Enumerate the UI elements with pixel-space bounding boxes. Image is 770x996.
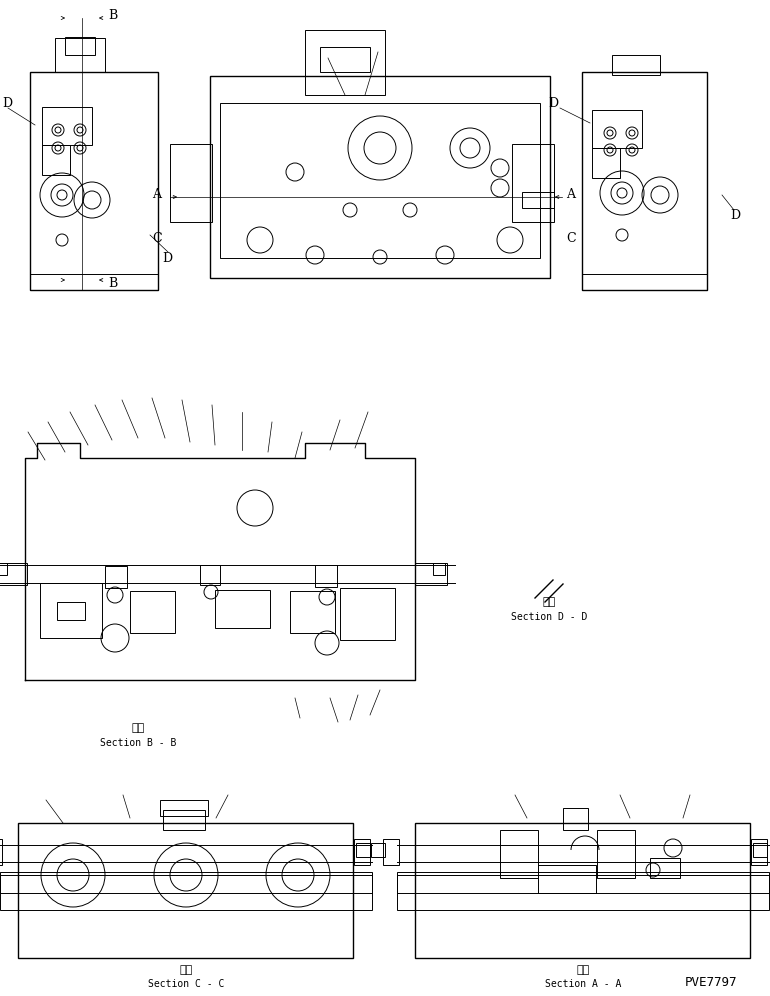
Bar xyxy=(30,274,158,290)
Bar xyxy=(220,103,540,258)
Bar xyxy=(210,76,550,278)
Bar xyxy=(0,872,372,910)
Text: 断面: 断面 xyxy=(577,965,590,975)
Text: Section C - C: Section C - C xyxy=(148,979,224,989)
Text: D: D xyxy=(2,97,12,110)
Bar xyxy=(415,823,750,958)
Text: D: D xyxy=(162,252,172,265)
Text: 断面: 断面 xyxy=(179,965,192,975)
Text: 断面: 断面 xyxy=(542,597,556,607)
Text: D: D xyxy=(730,208,740,221)
Bar xyxy=(522,192,554,208)
Bar xyxy=(105,566,127,588)
Bar xyxy=(371,843,385,857)
Text: Section B - B: Section B - B xyxy=(100,738,176,748)
Text: A: A xyxy=(152,187,161,200)
Bar xyxy=(582,274,707,290)
Bar xyxy=(30,72,158,290)
Bar xyxy=(130,591,175,633)
Bar xyxy=(612,55,660,75)
Bar xyxy=(383,839,399,865)
Bar xyxy=(65,37,95,55)
Bar xyxy=(397,872,769,910)
Bar xyxy=(397,875,769,893)
Bar xyxy=(42,107,92,145)
Text: Section A - A: Section A - A xyxy=(545,979,621,989)
Bar xyxy=(500,830,538,878)
Bar xyxy=(290,591,335,633)
Bar xyxy=(340,588,395,640)
Bar xyxy=(354,839,370,865)
Bar xyxy=(55,38,105,72)
Bar xyxy=(18,823,353,958)
Bar xyxy=(650,858,680,878)
Text: 断面: 断面 xyxy=(132,723,145,733)
Bar xyxy=(57,602,85,620)
Bar xyxy=(305,30,385,95)
Bar xyxy=(592,110,642,148)
Text: C: C xyxy=(152,231,162,244)
Bar xyxy=(0,563,7,575)
Text: B: B xyxy=(108,9,117,22)
Bar xyxy=(0,875,372,893)
Bar xyxy=(215,590,270,628)
Bar xyxy=(42,145,70,175)
Bar xyxy=(170,144,212,222)
Bar xyxy=(563,808,588,830)
Text: B: B xyxy=(108,277,117,290)
Bar xyxy=(160,800,208,816)
Bar xyxy=(433,563,445,575)
Bar xyxy=(356,843,370,857)
Bar xyxy=(320,47,370,72)
Bar xyxy=(163,810,205,830)
Bar xyxy=(200,565,220,585)
Text: PVE7797: PVE7797 xyxy=(685,975,738,988)
Bar xyxy=(753,843,767,857)
Bar xyxy=(538,865,596,893)
Text: C: C xyxy=(566,231,576,244)
Text: Section D - D: Section D - D xyxy=(511,612,588,622)
Text: A: A xyxy=(566,187,575,200)
Bar xyxy=(592,148,620,178)
Bar xyxy=(582,72,707,290)
Bar xyxy=(415,563,447,585)
Bar xyxy=(40,583,102,638)
Bar xyxy=(512,144,554,222)
Bar xyxy=(751,839,767,865)
Bar xyxy=(0,839,2,865)
Text: D: D xyxy=(548,97,558,110)
Bar xyxy=(0,563,27,585)
Bar xyxy=(315,565,337,587)
Bar xyxy=(597,830,635,878)
